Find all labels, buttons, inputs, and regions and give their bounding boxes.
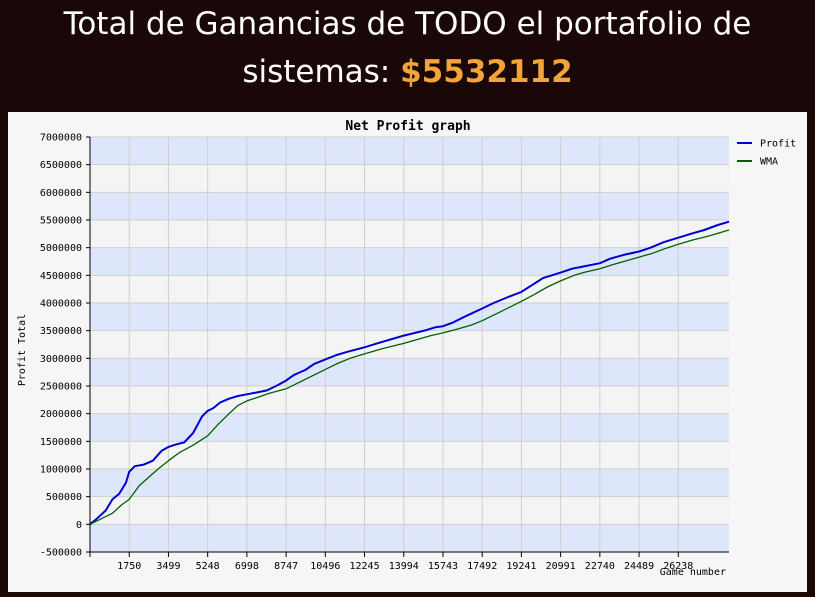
y-tick-label: 7000000 [40, 133, 82, 144]
y-tick-label: 5500000 [40, 216, 82, 227]
y-tick-label: 2000000 [40, 409, 82, 420]
y-tick-label: 4000000 [40, 299, 82, 310]
y-tick-label: 500000 [46, 492, 82, 503]
y-tick-label: -500000 [40, 548, 82, 559]
grid-band [90, 303, 729, 331]
y-tick-label: 5000000 [40, 243, 82, 254]
y-tick-label: 1000000 [40, 465, 82, 476]
x-tick-label: 20991 [546, 561, 576, 572]
x-tick-label: 19241 [506, 561, 536, 572]
x-tick-label: 12245 [349, 561, 379, 572]
x-tick-label: 26238 [663, 561, 693, 572]
x-tick-label: 24489 [624, 561, 654, 572]
grid-band [90, 524, 729, 552]
total-profit-amount: $5532112 [400, 54, 573, 90]
x-tick-label: 3499 [156, 561, 180, 572]
net-profit-chart: -500000 0 500000 1000000 1500000 2000000 25000… [17, 119, 796, 578]
x-axis-label: Game number [660, 567, 726, 578]
legend-label-wma: WMA [760, 157, 778, 168]
grid-band [90, 469, 729, 497]
header-title-line2: sistemas: $5532112 [0, 48, 815, 96]
page-header: Total de Ganancias de TODO el portafolio… [0, 0, 815, 108]
y-tick-label: 6500000 [40, 160, 82, 171]
x-tick-label: 15743 [428, 561, 458, 572]
x-tick-label: 22740 [585, 561, 615, 572]
series-line-wma [89, 229, 730, 525]
net-profit-chart-panel: -500000 0 500000 1000000 1500000 2000000 25000… [8, 112, 807, 592]
x-tick-label: 10496 [310, 561, 340, 572]
y-tick-label: 4500000 [40, 271, 82, 282]
y-tick-label: 6000000 [40, 188, 82, 199]
x-tick-label: 8747 [274, 561, 298, 572]
x-tick-label: 1750 [117, 561, 141, 572]
series-line-profit [89, 220, 730, 526]
grid-band [90, 358, 729, 386]
chart-legend: Profit WMA [737, 139, 796, 168]
y-axis-label: Profit Total [17, 314, 28, 386]
grid-band [90, 192, 729, 220]
x-tick-label: 13994 [389, 561, 419, 572]
y-tick-label: 3500000 [40, 326, 82, 337]
header-title-line1: Total de Ganancias de TODO el portafolio… [63, 6, 752, 42]
header-title-prefix: sistemas: [242, 54, 401, 90]
y-tick-label: 2500000 [40, 382, 82, 393]
x-tick-label: 17492 [467, 561, 497, 572]
y-tick-label: 1500000 [40, 437, 82, 448]
legend-label-profit: Profit [760, 139, 796, 150]
chart-title: Net Profit graph [345, 119, 470, 134]
grid-band [90, 413, 729, 442]
x-tick-label: 5248 [196, 561, 220, 572]
y-tick-label: 0 [76, 520, 82, 531]
y-tick-label: 3000000 [40, 354, 82, 365]
grid-band [90, 137, 729, 165]
x-tick-label: 6998 [235, 561, 259, 572]
